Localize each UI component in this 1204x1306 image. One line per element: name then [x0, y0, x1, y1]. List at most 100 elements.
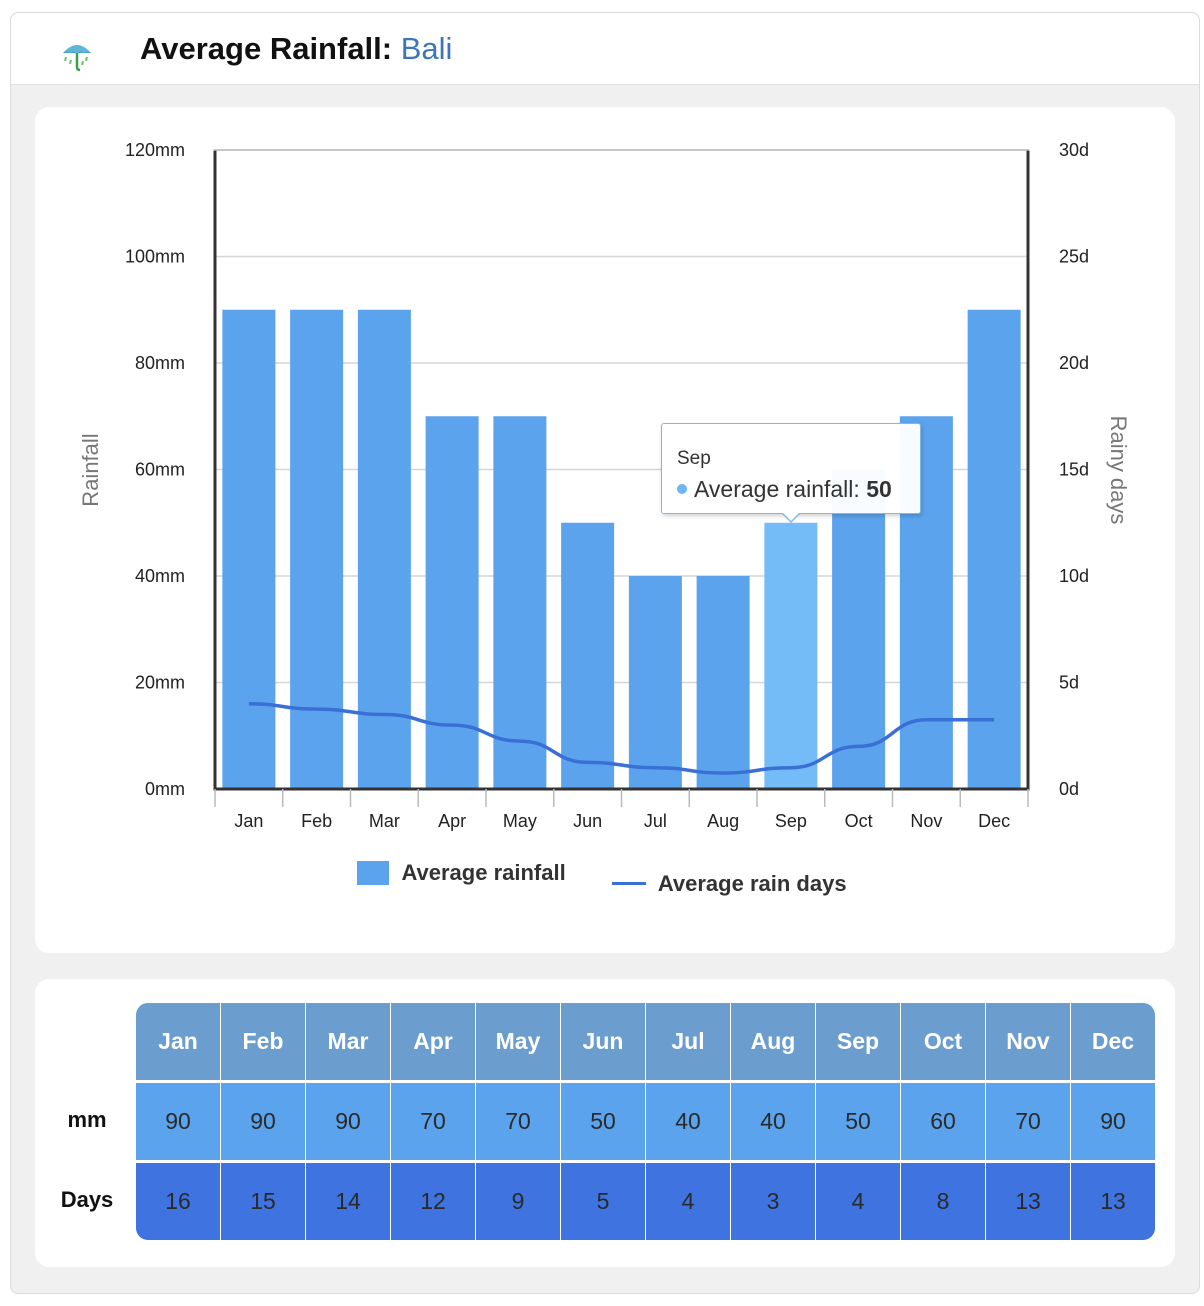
x-tick-label: Nov: [910, 811, 942, 831]
title-place: Bali: [400, 31, 453, 66]
tooltip-value: 50: [866, 476, 892, 502]
rain-days-line: [248, 702, 995, 775]
legend-rain-days-label: Average rain days: [657, 870, 847, 896]
table-month-header-mar: Mar: [306, 1003, 390, 1080]
table-days-cell-sep: 4: [816, 1163, 900, 1240]
table-month-header-jul: Jul: [646, 1003, 730, 1080]
y-right-tick-label: 25d: [1059, 247, 1089, 267]
y-tick-label: 0mm: [145, 779, 185, 799]
table-days-cell-apr: 12: [391, 1163, 475, 1240]
table-mm-cell-nov: 70: [986, 1083, 1070, 1160]
umbrella-rain-icon: [63, 45, 91, 72]
table-days-cell-feb: 15: [221, 1163, 305, 1240]
row-label-days: Days: [60, 1187, 114, 1212]
tooltip-pointer-fill: [782, 512, 800, 521]
widget-header: Average Rainfall: Bali: [11, 13, 1199, 85]
table-month-header-feb: Feb: [221, 1003, 305, 1080]
y-tick-label: 40mm: [135, 566, 185, 586]
rainfall-table: Jan Feb Mar Apr May Jun Jul Aug Sep Oct Nov Dec 90 9…: [136, 1003, 1156, 1243]
table-days-cell-may: 9: [476, 1163, 560, 1240]
y-right-tick-label: 15d: [1059, 460, 1089, 480]
x-tick-label: Jul: [644, 811, 667, 831]
tooltip-month: Sep: [677, 448, 711, 469]
bar-apr: [425, 416, 479, 789]
bar-jan: [222, 309, 276, 789]
table-days-cell-aug: 3: [731, 1163, 815, 1240]
x-tick-label: Sep: [775, 811, 807, 831]
y-tick-label: 80mm: [135, 353, 185, 373]
table-mm-cell-oct: 60: [901, 1083, 985, 1160]
legend-rainfall-label: Average rainfall: [401, 860, 566, 885]
table-mm-cell-aug: 40: [731, 1083, 815, 1160]
bar-feb: [290, 309, 344, 789]
y-right-tick-label: 10d: [1059, 566, 1089, 586]
table-mm-row: 90 90 90 70 70 50 40 40 50 60 70 90: [136, 1083, 1156, 1160]
table-month-header-sep: Sep: [816, 1003, 900, 1080]
table-days-cell-jan: 16: [136, 1163, 220, 1240]
x-tick-label: Oct: [845, 811, 873, 831]
table-mm-cell-may: 70: [476, 1083, 560, 1160]
x-tick-label: Apr: [438, 811, 466, 831]
x-tick-label: Jan: [234, 811, 263, 831]
chart-legend: Average rainfall Average rain days: [0, 860, 1204, 897]
table-month-header-jun: Jun: [561, 1003, 645, 1080]
table-month-header-dec: Dec: [1071, 1003, 1155, 1080]
table-month-header-aug: Aug: [731, 1003, 815, 1080]
table-days-cell-mar: 14: [306, 1163, 390, 1240]
table-mm-cell-feb: 90: [221, 1083, 305, 1160]
legend-line-swatch: [611, 882, 646, 885]
legend-item-rainfall[interactable]: Average rainfall: [357, 860, 566, 886]
tooltip-dot-icon: [677, 483, 687, 494]
row-label-mm: mm: [67, 1107, 107, 1132]
table-days-row: 16 15 14 12 9 5 4 3 4 8 13 13: [136, 1163, 1156, 1240]
x-tick-label: Aug: [707, 811, 739, 831]
tooltip-value-line: Average rainfall: 50: [677, 476, 892, 503]
table-mm-cell-jul: 40: [646, 1083, 730, 1160]
x-tick-label: Feb: [301, 811, 332, 831]
table-mm-cell-jun: 50: [561, 1083, 645, 1160]
table-mm-cell-dec: 90: [1071, 1083, 1155, 1160]
bar-jun: [561, 522, 615, 789]
y-right-tick-label: 30d: [1059, 140, 1089, 160]
title-prefix: Average Rainfall:: [140, 31, 393, 66]
table-days-cell-jul: 4: [646, 1163, 730, 1240]
y-right-tick-label: 5d: [1059, 673, 1079, 693]
bar-oct: [832, 469, 886, 789]
bar-aug: [696, 576, 750, 789]
bar-sep: [764, 522, 818, 789]
table-month-header-apr: Apr: [391, 1003, 475, 1080]
x-tick-label: Dec: [978, 811, 1010, 831]
tooltip-series-label: Average rainfall:: [694, 476, 860, 502]
table-days-cell-jun: 5: [561, 1163, 645, 1240]
table-month-header-nov: Nov: [986, 1003, 1070, 1080]
y-axis-title: Rainfall: [78, 433, 103, 506]
table-month-header-oct: Oct: [901, 1003, 985, 1080]
y-right-axis-title: Rainy days: [1106, 416, 1131, 525]
legend-item-rain-days[interactable]: Average rain days: [611, 870, 847, 897]
table-month-header-jan: Jan: [136, 1003, 220, 1080]
chart-tooltip: Sep Average rainfall: 50: [661, 423, 921, 514]
bar-jul: [628, 576, 682, 789]
y-tick-label: 120mm: [125, 140, 185, 160]
rainfall-chart: 0mm 0d 20mm 5d 40mm 10d 60mm 15d 80mm 20d 100mm 25d…: [78, 140, 1131, 831]
table-mm-cell-sep: 50: [816, 1083, 900, 1160]
table-mm-cell-apr: 70: [391, 1083, 475, 1160]
x-tick-label: Jun: [573, 811, 602, 831]
y-tick-label: 20mm: [135, 673, 185, 693]
table-mm-cell-mar: 90: [306, 1083, 390, 1160]
table-days-cell-dec: 13: [1071, 1163, 1155, 1240]
table-month-header-may: May: [476, 1003, 560, 1080]
table-days-cell-oct: 8: [901, 1163, 985, 1240]
y-right-tick-label: 0d: [1059, 779, 1079, 799]
y-right-tick-label: 20d: [1059, 353, 1089, 373]
x-tick-label: May: [503, 811, 537, 831]
y-tick-label: 60mm: [135, 460, 185, 480]
legend-bar-swatch: [357, 861, 390, 885]
page-title: Average Rainfall: Bali: [140, 31, 452, 67]
bar-mar: [357, 309, 411, 789]
x-tick-label: Mar: [369, 811, 400, 831]
bar-may: [493, 416, 547, 789]
y-tick-label: 100mm: [125, 247, 185, 267]
table-mm-cell-jan: 90: [136, 1083, 220, 1160]
bar-dec: [967, 309, 1021, 789]
